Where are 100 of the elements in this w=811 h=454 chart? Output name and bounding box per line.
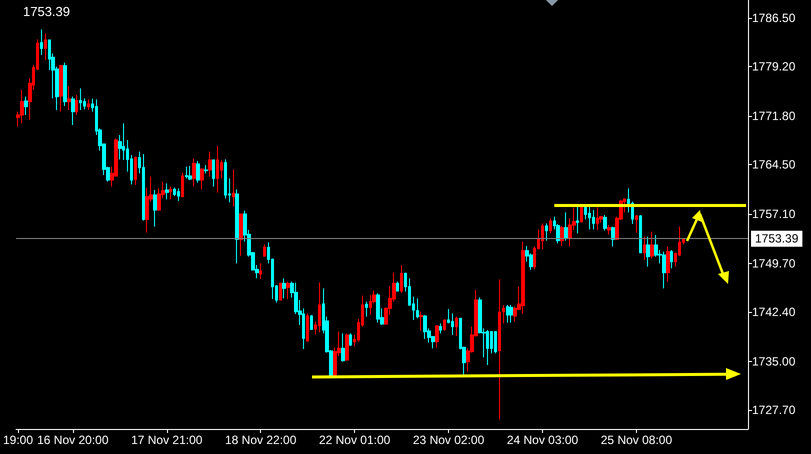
candlestick [670,250,673,269]
candlestick [341,332,345,362]
candlestick [455,316,458,336]
y-tick-label: 1735.00 [752,354,796,368]
candlestick [639,214,642,254]
x-tick-label: 22 Nov 01:00 [318,433,391,447]
candlestick [564,212,568,242]
candlestick [192,158,196,188]
candlestick [263,244,266,258]
candlestick [506,304,509,324]
candlestick [400,264,403,294]
y-tick-label: 1757.10 [752,207,796,221]
candlestick [607,224,611,235]
y-tick-label: 1771.80 [752,109,796,123]
candlestick [369,294,372,316]
candlestick [666,246,670,282]
chart-title: 1753.39 [23,4,70,19]
candlestick [185,166,188,179]
candlestick [306,312,309,342]
candlestick [20,90,24,124]
candlestick [200,168,204,190]
candlestick [592,210,595,230]
candlestick [580,206,583,224]
y-tick-label: 1779.20 [752,60,796,74]
candlestick [349,332,352,346]
candlestick [521,241,525,314]
y-tick-label: 1786.50 [752,11,796,25]
candlestick [509,304,513,324]
candlestick [59,64,63,112]
candlestick [204,164,208,174]
candlestick [588,206,591,230]
candlestick [67,86,71,110]
candlestick [71,96,75,126]
candlestick [79,88,82,110]
candlestick [576,206,579,234]
candlestick [153,190,157,228]
candlestick [396,281,399,292]
candlestick [439,322,442,334]
candlestick [165,182,169,200]
candlestick [560,226,564,246]
candlestick [635,214,638,234]
candlestick [142,154,145,222]
candlestick [75,94,78,116]
y-tick-label: 1727.70 [752,403,796,417]
candlestick [24,96,28,116]
candlestick [63,62,67,106]
candlestick [443,320,446,332]
candlestick [603,214,607,232]
candlestick [498,278,501,420]
candlestick [435,324,439,348]
candlestick [134,156,137,186]
candlestick [596,206,599,230]
candlestick [169,186,172,200]
candlestick [177,188,180,202]
x-tick-label: 19:00 [3,433,34,447]
candlestick [286,281,290,300]
candlestick [541,222,544,250]
ref-line-label: 1753.39 [755,232,799,246]
candlestick [208,151,212,178]
candlestick [235,188,239,264]
y-tick-label: 1764.50 [752,158,796,172]
candlestick [494,330,497,354]
candlestick [646,236,650,268]
candlestick [212,158,215,188]
candlestick [643,236,646,260]
candlestick [216,146,219,194]
candlestick [188,166,192,180]
candlestick [416,298,419,319]
candlestick [650,231,654,259]
candlestick [87,98,90,110]
candlestick [419,311,423,332]
candlestick [545,222,548,242]
candlestick [451,312,454,336]
candlestick [662,251,666,289]
candlestick [279,282,282,302]
candlestick [181,172,184,198]
candlestick [486,330,489,366]
candlestick [345,332,349,362]
candlestick [365,301,368,318]
candlestick [423,314,427,340]
x-tick-label: 18 Nov 22:00 [224,433,297,447]
candlestick [259,262,262,280]
candlestick [40,28,43,56]
x-tick-label: 23 Nov 02:00 [412,433,485,447]
x-tick-label: 17 Nov 21:00 [131,433,203,447]
candlestick [224,158,227,199]
candlestick [376,292,380,324]
candlestick [549,218,552,234]
x-tick-label: 24 Nov 03:00 [506,433,579,447]
candlestick [239,212,243,256]
candlestick [310,314,313,330]
x-tick-label: 16 Nov 20:00 [37,433,109,447]
candlestick [502,304,505,324]
x-tick-label: 25 Nov 08:00 [600,433,672,447]
candlestick [196,160,200,184]
y-tick-label: 1749.70 [752,256,796,270]
candlestick [282,278,286,299]
candlestick [611,226,615,248]
candlestick [318,282,321,333]
candlestick [232,168,235,208]
